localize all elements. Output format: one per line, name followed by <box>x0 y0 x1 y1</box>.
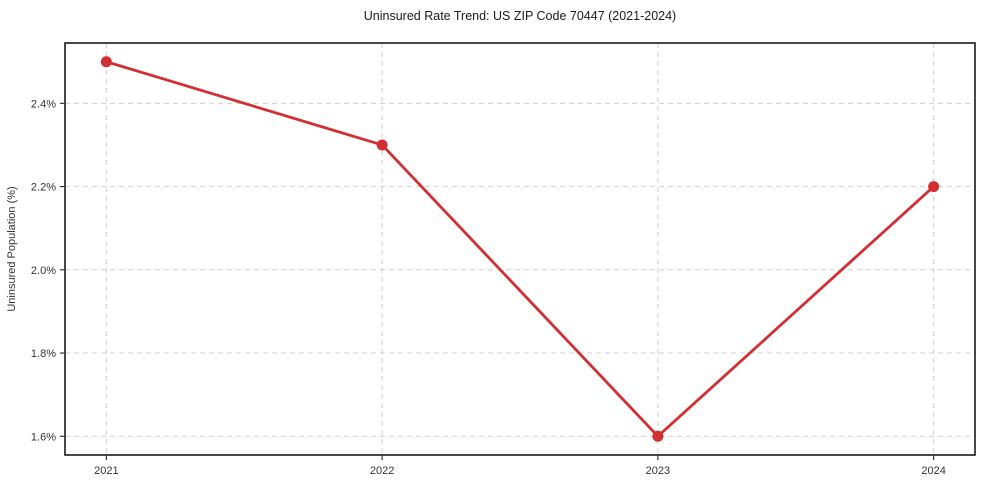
y-tick-label: 2.4% <box>31 98 56 110</box>
x-tick-label: 2021 <box>94 465 118 477</box>
tick-labels: 1.6% 1.8% 2.0% 2.2% 2.4% 2021 2022 2023 2024 <box>31 98 946 477</box>
data-point-2022 <box>376 139 388 151</box>
data-point-2024 <box>928 181 940 193</box>
x-tick-label: 2022 <box>370 465 394 477</box>
y-tick-label: 2.0% <box>31 265 56 277</box>
plot-border <box>64 42 976 456</box>
y-axis-label: Uninsured Population (%) <box>6 186 18 311</box>
y-tick-label: 2.2% <box>31 182 56 194</box>
y-tick-label: 1.6% <box>31 431 56 443</box>
x-tick-label: 2024 <box>921 465 945 477</box>
x-tick-label: 2023 <box>646 465 670 477</box>
gridlines <box>65 43 975 455</box>
trend-line <box>104 60 936 438</box>
axis-ticks <box>60 102 935 460</box>
chart-title: Uninsured Rate Trend: US ZIP Code 70447 … <box>363 9 677 23</box>
data-point-2023 <box>652 430 664 442</box>
data-point-2021 <box>100 56 112 68</box>
y-tick-label: 1.8% <box>31 348 56 360</box>
axes-spines <box>64 42 976 456</box>
data-series <box>100 56 940 442</box>
